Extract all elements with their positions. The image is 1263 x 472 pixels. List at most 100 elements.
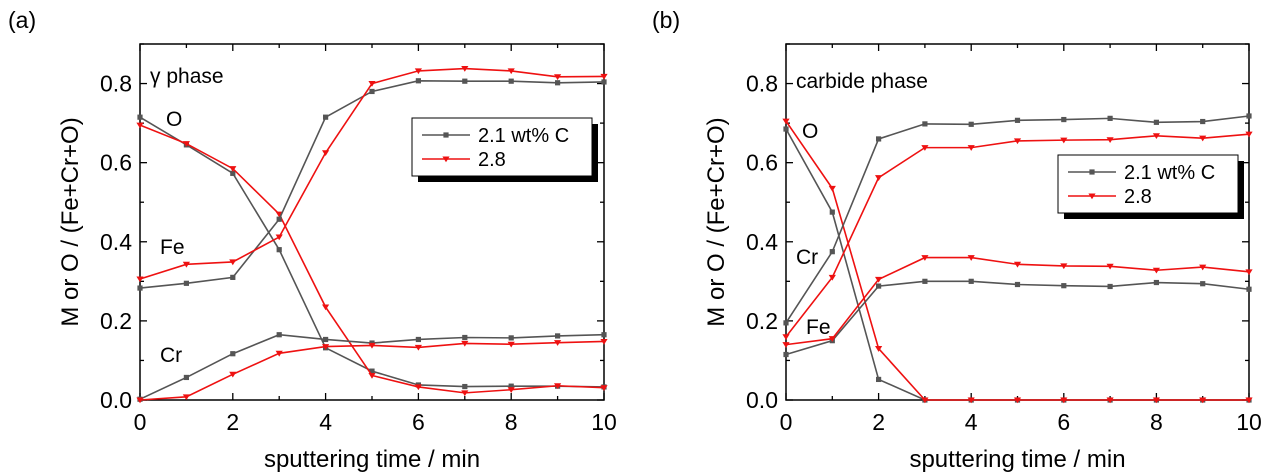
panel-label: (b) [652, 7, 680, 33]
data-point [1200, 281, 1206, 287]
data-point [968, 121, 974, 127]
data-point [183, 280, 189, 286]
data-point [922, 121, 928, 127]
series-cr-2-8 [136, 338, 608, 404]
annotation-fe: Fe [806, 316, 831, 339]
annotation-cr: Cr [160, 344, 182, 367]
data-point [1199, 135, 1207, 142]
data-point [1107, 115, 1113, 121]
data-point [1061, 283, 1067, 289]
data-point [368, 81, 376, 87]
data-point [414, 344, 422, 351]
y-tick-label: 0.4 [746, 229, 778, 255]
data-point [369, 88, 375, 95]
series-fe-2-1 [137, 78, 607, 291]
x-tick-label: 6 [1057, 409, 1070, 435]
data-point [461, 340, 469, 347]
data-point [782, 118, 790, 125]
data-point [875, 276, 883, 283]
data-point [554, 74, 562, 81]
data-point [876, 283, 882, 289]
chart-title: carbide phase [796, 70, 928, 93]
data-point [507, 68, 515, 75]
annotation-o: O [166, 108, 182, 131]
data-point [829, 249, 835, 255]
data-point [182, 261, 190, 268]
y-axis-title: M or O / (Fe+Cr+O) [703, 117, 730, 326]
data-point [462, 78, 468, 84]
data-point [875, 175, 883, 181]
x-tick-label: 0 [780, 409, 793, 435]
data-point [1106, 263, 1114, 270]
data-point [1061, 116, 1067, 123]
x-tick-label: 4 [319, 409, 332, 435]
data-point [783, 351, 789, 358]
legend: 2.1 wt% C2.8 [1057, 154, 1244, 219]
data-point [276, 247, 282, 253]
data-point [276, 216, 282, 222]
data-point [322, 304, 330, 311]
data-point [276, 332, 282, 338]
data-point [229, 371, 237, 378]
data-point [1013, 138, 1022, 145]
data-point [1246, 286, 1252, 292]
data-point [415, 336, 421, 343]
data-point [229, 166, 237, 172]
data-point [183, 374, 189, 381]
annotation-fe: Fe [160, 236, 185, 259]
data-point [1060, 397, 1068, 404]
y-tick-label: 0.0 [746, 387, 778, 413]
data-point [783, 320, 789, 326]
legend-label: 2.8 [1124, 186, 1152, 208]
data-point [1245, 269, 1253, 276]
x-tick-label: 0 [134, 409, 147, 435]
data-point [136, 122, 144, 129]
x-tick-label: 6 [412, 409, 425, 435]
data-point [1107, 283, 1113, 290]
data-point [1106, 397, 1114, 404]
data-point [921, 397, 929, 404]
data-point [415, 78, 421, 84]
data-point [782, 334, 790, 340]
data-point [462, 334, 468, 341]
annotation-cr: Cr [796, 246, 818, 269]
legend-box [411, 117, 593, 177]
data-point [554, 383, 562, 389]
data-point [876, 136, 882, 142]
data-point [1060, 263, 1068, 270]
data-point [600, 73, 608, 80]
data-point [1013, 397, 1022, 404]
legend: 2.1 wt% C2.8 [411, 117, 598, 182]
x-axis-title: sputtering time / min [264, 446, 480, 472]
series-line [139, 79, 605, 289]
data-point [601, 332, 607, 338]
y-tick-label: 0.6 [746, 150, 778, 176]
data-point [1245, 397, 1253, 404]
data-point [1153, 119, 1159, 125]
data-point [508, 335, 514, 341]
data-point [1199, 397, 1207, 404]
data-point [322, 150, 330, 157]
data-point [323, 336, 329, 343]
x-axis-title: sputtering time / min [909, 446, 1125, 472]
x-tick-label: 8 [1150, 409, 1163, 435]
data-point [322, 344, 330, 350]
data-point [1199, 264, 1207, 271]
data-point [921, 255, 929, 261]
series-o-2-8 [136, 122, 608, 397]
data-point [601, 79, 607, 85]
series-fe-2-8 [136, 66, 608, 283]
legend-label: 2.1 wt% C [478, 125, 569, 147]
data-point [783, 126, 789, 132]
data-point [554, 340, 562, 346]
data-point [275, 350, 283, 357]
data-point [967, 145, 975, 151]
x-tick-label: 4 [965, 409, 978, 435]
series-line [785, 115, 1250, 324]
x-tick-label: 10 [591, 409, 617, 435]
data-point [1153, 279, 1159, 286]
data-point [782, 342, 790, 348]
data-point [1060, 137, 1068, 144]
data-point [1246, 113, 1252, 119]
data-point [1245, 131, 1253, 138]
